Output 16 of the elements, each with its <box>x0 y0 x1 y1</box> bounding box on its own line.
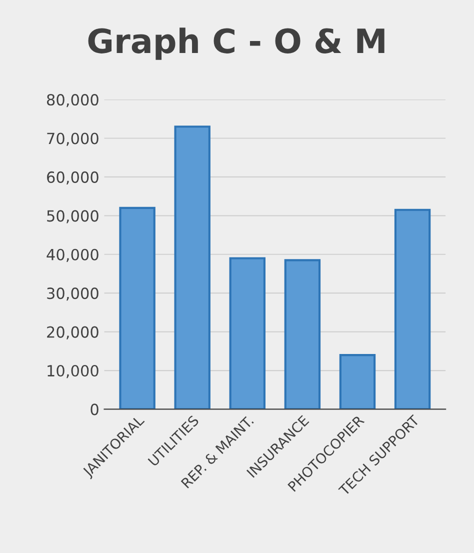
bar <box>119 206 156 410</box>
chart-title: Graph C - O & M <box>88 28 384 60</box>
bar <box>229 257 266 410</box>
y-tick-label: 20,000 <box>47 326 98 340</box>
y-tick-label: 60,000 <box>47 171 98 185</box>
bar <box>174 126 210 410</box>
y-tick-label: 10,000 <box>48 364 98 378</box>
y-tick-label: 40,000 <box>46 248 98 262</box>
bar <box>339 354 376 410</box>
bar <box>284 259 321 410</box>
bar <box>394 208 431 410</box>
y-tick-label: 70,000 <box>47 132 98 146</box>
y-tick-label: 50,000 <box>47 210 98 224</box>
y-tick-label: 0 <box>90 404 98 416</box>
y-tick-label: 80,000 <box>46 94 98 108</box>
y-tick-label: 30,000 <box>47 288 98 301</box>
